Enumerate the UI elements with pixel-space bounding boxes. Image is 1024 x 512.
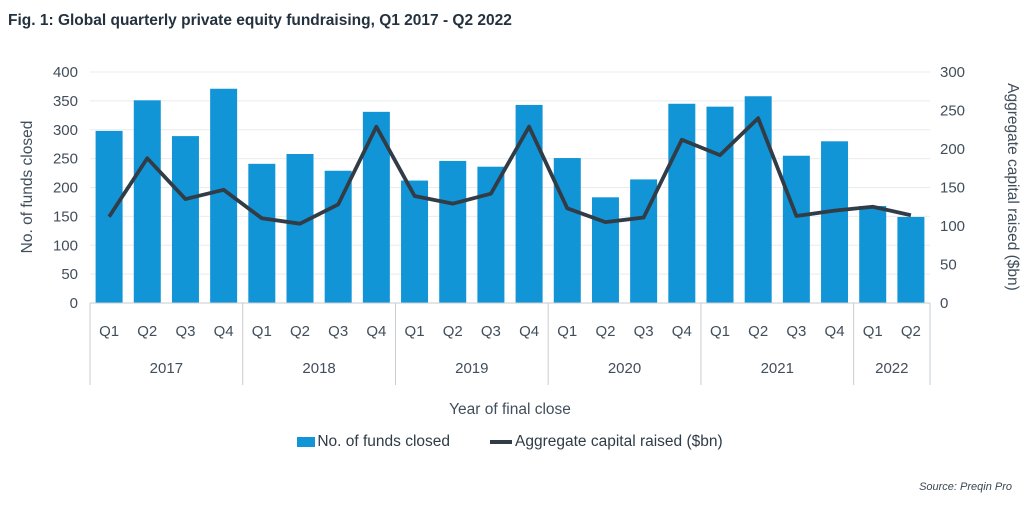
quarter-tick-label: Q2 xyxy=(748,323,768,340)
left-tick-label: 300 xyxy=(53,122,78,139)
quarter-tick-label: Q4 xyxy=(214,323,234,340)
bar xyxy=(133,100,161,303)
bar xyxy=(439,160,467,303)
quarter-tick-label: Q4 xyxy=(825,323,845,340)
bar xyxy=(477,166,505,303)
legend-item-bars: No. of funds closed xyxy=(297,433,450,451)
bar xyxy=(553,158,581,303)
year-label: 2022 xyxy=(875,360,908,377)
legend-line-label: Aggregate capital raised ($bn) xyxy=(515,433,723,450)
plot-area: 0 50 100 150 200 250 300 350 400 0 50 100 150 200 250 3… xyxy=(53,64,965,385)
right-axis-title: Aggregate capital raised ($bn) xyxy=(1004,83,1021,291)
quarter-tick-label: Q1 xyxy=(710,323,730,340)
left-tick-label: 250 xyxy=(53,151,78,168)
quarter-tick-label: Q1 xyxy=(252,323,272,340)
year-label: 2017 xyxy=(150,360,183,377)
figure-title: Fig. 1: Global quarterly private equity … xyxy=(8,12,512,29)
bar xyxy=(859,205,887,303)
legend-line-swatch-icon xyxy=(490,440,513,444)
legend-item-line: Aggregate capital raised ($bn) xyxy=(490,433,723,451)
left-tick-label: 200 xyxy=(53,180,78,197)
left-tick-label: 150 xyxy=(53,208,78,225)
quarter-tick-label: Q2 xyxy=(595,323,615,340)
bar xyxy=(706,106,734,304)
left-tick-label: 350 xyxy=(53,93,78,110)
bar xyxy=(248,163,276,303)
left-axis-title: No. of funds closed xyxy=(19,121,36,254)
quarter-tick-label: Q1 xyxy=(863,323,883,340)
quarter-tick-label: Q2 xyxy=(901,323,921,340)
x-axis-title: Year of final close xyxy=(449,401,571,418)
quarter-tick-label: Q3 xyxy=(175,323,195,340)
right-tick-label: 0 xyxy=(940,295,948,312)
bar xyxy=(668,103,696,303)
legend-bar-swatch-icon xyxy=(297,437,316,447)
right-tick-label: 200 xyxy=(940,141,965,158)
quarter-tick-label: Q3 xyxy=(328,323,348,340)
bar xyxy=(324,170,352,303)
bar xyxy=(286,154,314,303)
left-tick-label: 100 xyxy=(53,237,78,254)
legend: No. of funds closed Aggregate capital ra… xyxy=(90,433,930,451)
quarter-tick-label: Q4 xyxy=(519,323,539,340)
line-series xyxy=(107,116,912,226)
quarter-tick-label: Q2 xyxy=(443,323,463,340)
quarter-tick-label: Q3 xyxy=(634,323,654,340)
right-tick-label: 150 xyxy=(940,180,965,197)
bar xyxy=(782,155,810,303)
right-tick-label: 50 xyxy=(940,257,957,274)
year-label: 2019 xyxy=(455,360,488,377)
bar xyxy=(95,130,123,303)
quarter-tick-label: Q2 xyxy=(137,323,157,340)
left-tick-label: 0 xyxy=(70,295,78,312)
bar xyxy=(171,136,199,303)
quarter-tick-label: Q1 xyxy=(99,323,119,340)
bar xyxy=(821,141,849,303)
bar xyxy=(744,96,772,303)
right-tick-label: 100 xyxy=(940,218,965,235)
quarter-tick-label: Q1 xyxy=(405,323,425,340)
year-label: 2020 xyxy=(608,360,641,377)
quarter-tick-label: Q3 xyxy=(786,323,806,340)
bar xyxy=(591,197,619,303)
source-note: Source: Preqin Pro xyxy=(919,481,1012,493)
legend-bar-label: No. of funds closed xyxy=(317,433,451,450)
quarter-tick-label: Q4 xyxy=(366,323,386,340)
right-tick-label: 250 xyxy=(940,103,965,120)
year-label: 2021 xyxy=(761,360,794,377)
quarter-tick-label: Q3 xyxy=(481,323,501,340)
bar xyxy=(515,104,543,303)
bar xyxy=(897,216,925,303)
quarter-tick-label: Q1 xyxy=(557,323,577,340)
quarter-tick-label: Q2 xyxy=(290,323,310,340)
quarter-tick-label: Q4 xyxy=(672,323,692,340)
year-label: 2018 xyxy=(302,360,335,377)
left-tick-label: 400 xyxy=(53,64,78,81)
bar xyxy=(401,180,429,303)
right-tick-label: 300 xyxy=(940,64,965,81)
left-tick-label: 50 xyxy=(61,266,78,283)
